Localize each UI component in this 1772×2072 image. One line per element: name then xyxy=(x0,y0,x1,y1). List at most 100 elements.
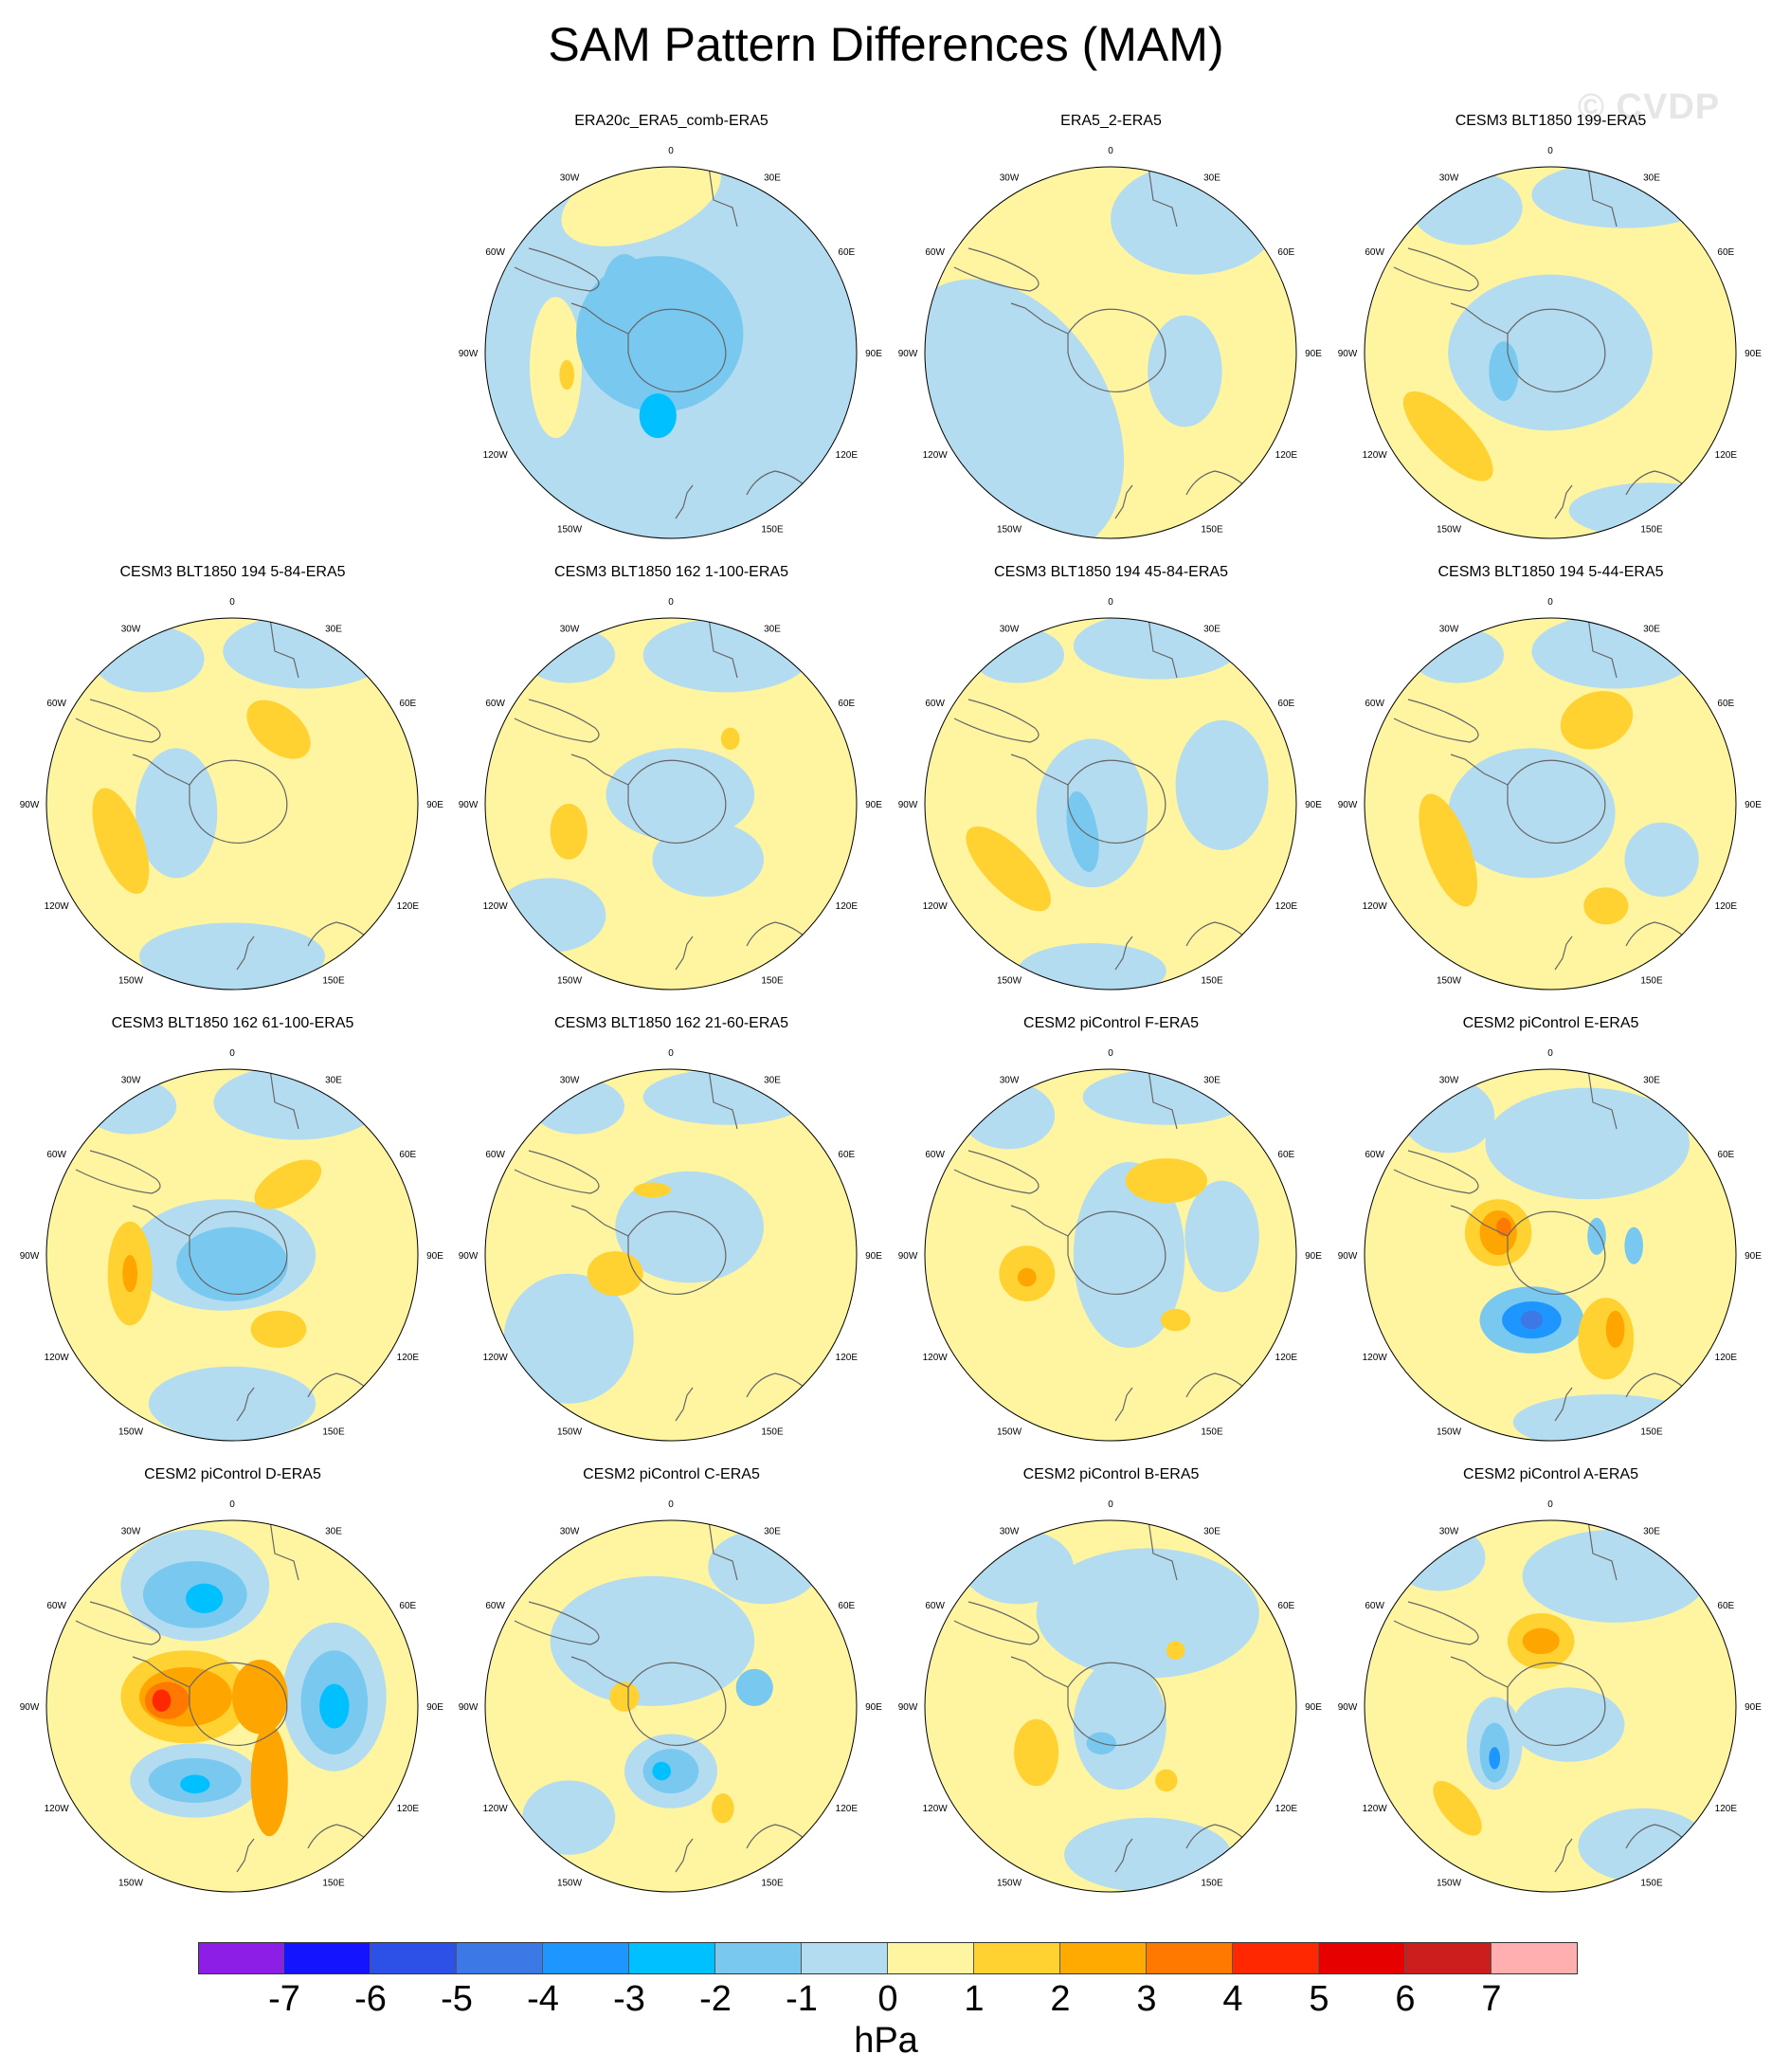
longitude-tick-label: 30E xyxy=(325,625,342,635)
longitude-tick-label: 30W xyxy=(121,1076,141,1086)
polar-map: 030E60E90E120E150E180150W120W90W60W30W xyxy=(898,1499,1322,1893)
longitude-tick-label: 60E xyxy=(1717,1601,1734,1611)
colorbar-label: 4 xyxy=(1222,1979,1243,2019)
south-america-coastline xyxy=(75,1601,161,1645)
south-america-coastline xyxy=(953,247,1040,292)
longitude-tick-label: 90E xyxy=(1745,800,1762,810)
longitude-tick-label: 30W xyxy=(1439,1076,1459,1086)
longitude-tick-label: 30W xyxy=(1439,1527,1459,1537)
map-background xyxy=(46,618,418,990)
south-america-coastline xyxy=(514,1601,600,1645)
peninsula-coastline xyxy=(132,1205,190,1237)
longitude-tick-label: 150W xyxy=(1437,1878,1462,1888)
longitude-tick-label: 150W xyxy=(557,1878,583,1888)
anomaly-contour xyxy=(652,1761,671,1781)
map-panel: CESM3 BLT1850 194 45-84-ERA5 0 30E 60E 90E 12… xyxy=(892,563,1330,999)
longitude-tick-label: 120W xyxy=(1363,1804,1388,1814)
africa-coastline xyxy=(1148,1520,1178,1581)
longitude-tick-label: 120E xyxy=(1715,450,1738,461)
anomaly-contour xyxy=(1073,1660,1166,1790)
map-panel: CESM2 piControl F-ERA5 0 30E 60E 90E 120E 150E… xyxy=(892,1014,1330,1450)
peninsula-coastline xyxy=(570,1205,629,1237)
longitude-tick-label: 150W xyxy=(118,1878,144,1888)
map-boundary xyxy=(484,166,858,539)
anomaly-contour xyxy=(93,625,205,693)
anomaly-contour xyxy=(1512,1687,1625,1762)
anomaly-contour xyxy=(136,748,218,879)
map-panel: CESM2 piControl D-ERA5 0 30E 60E 90E 120E 150E… xyxy=(13,1465,452,1901)
panel-title: CESM2 piControl A-ERA5 xyxy=(1463,1466,1638,1482)
map-boundary xyxy=(45,1068,419,1442)
colorbar-label: 2 xyxy=(1050,1979,1071,2019)
africa-coastline xyxy=(269,1520,299,1581)
colorbar-label: 3 xyxy=(1136,1979,1157,2019)
longitude-tick-label: 150W xyxy=(557,1427,583,1437)
longitude-tick-label: 90W xyxy=(1338,1702,1358,1713)
polar-map: 030E60E90E120E150E180150W120W90W60W30W xyxy=(20,1499,443,1893)
antarctica-coastline xyxy=(627,1210,727,1296)
longitude-tick-label: 120E xyxy=(397,1804,420,1814)
longitude-tick-label: 30W xyxy=(1000,1527,1020,1537)
longitude-tick-label: 150E xyxy=(761,1427,784,1437)
anomaly-contour xyxy=(712,1793,734,1824)
peninsula-coastline xyxy=(1450,1205,1509,1237)
longitude-tick-label: 30W xyxy=(1000,173,1020,184)
longitude-tick-label: 0 xyxy=(1108,1048,1113,1059)
longitude-tick-label: 90W xyxy=(20,800,40,810)
longitude-tick-label: 30W xyxy=(1439,173,1459,184)
anomaly-contour xyxy=(1018,943,1166,990)
antarctica-coastline xyxy=(1067,308,1166,393)
africa-coastline xyxy=(708,618,738,679)
anomaly-contour xyxy=(1583,887,1629,925)
longitude-tick-label: 0 xyxy=(668,1499,674,1510)
colorbar-swatch xyxy=(629,1942,715,1974)
panel-title: CESM3 BLT1850 162 1-100-ERA5 xyxy=(554,564,788,580)
longitude-tick-label: 120W xyxy=(1363,901,1388,912)
longitude-tick-label: 0 xyxy=(1547,1499,1553,1510)
anomaly-contour xyxy=(652,822,764,897)
anomaly-contour xyxy=(1402,391,1493,482)
polar-map: 030E60E90E120E150E180150W120W90W60W30W xyxy=(898,1048,1322,1442)
polar-map: 030E60E90E120E150E180150W120W90W60W30W xyxy=(20,597,443,991)
south-america-coastline xyxy=(1393,247,1479,292)
anomaly-contour xyxy=(122,1255,138,1293)
peninsula-coastline xyxy=(570,754,629,786)
anomaly-contour xyxy=(1036,1548,1259,1679)
anomaly-contour xyxy=(1605,1310,1625,1348)
longitude-tick-label: 90E xyxy=(1745,1251,1762,1262)
anomaly-contour xyxy=(522,627,616,683)
anomaly-contour xyxy=(319,1683,350,1729)
anomaly-contour xyxy=(1560,691,1634,750)
longitude-tick-label: 0 xyxy=(1108,146,1113,156)
longitude-tick-label: 30W xyxy=(1000,1076,1020,1086)
anomaly-contour xyxy=(1155,1769,1178,1792)
anomaly-contour xyxy=(1522,1627,1560,1655)
peninsula-coastline xyxy=(1010,754,1069,786)
colorbar-swatch xyxy=(457,1942,543,1974)
colorbar-swatch xyxy=(974,1942,1060,1974)
colorbar-label: 5 xyxy=(1309,1979,1329,2019)
longitude-tick-label: 60W xyxy=(46,1150,66,1160)
anomaly-contour xyxy=(708,1529,820,1605)
africa-coastline xyxy=(1148,1069,1178,1130)
panel-title: CESM2 piControl C-ERA5 xyxy=(583,1466,760,1482)
main-title: SAM Pattern Differences (MAM) xyxy=(548,18,1224,71)
anomaly-contour xyxy=(1160,1308,1191,1332)
longitude-tick-label: 90E xyxy=(865,800,882,810)
anomaly-contour xyxy=(250,1310,307,1348)
longitude-tick-label: 90W xyxy=(898,1251,918,1262)
longitude-tick-label: 60E xyxy=(399,699,416,709)
new-zealand-coastline xyxy=(1114,936,1133,971)
anomaly-contour xyxy=(83,1078,177,1135)
africa-coastline xyxy=(1587,1069,1618,1130)
africa-coastline xyxy=(708,167,738,227)
longitude-tick-label: 120W xyxy=(483,1353,509,1363)
africa-coastline xyxy=(1148,618,1178,679)
longitude-tick-label: 120E xyxy=(836,1804,859,1814)
anomaly-contour xyxy=(522,1780,616,1855)
longitude-tick-label: 0 xyxy=(1547,1048,1553,1059)
anomaly-contour xyxy=(962,1529,1074,1605)
longitude-tick-label: 30E xyxy=(1643,1527,1660,1537)
longitude-tick-label: 90W xyxy=(898,349,918,359)
longitude-tick-label: 0 xyxy=(668,1048,674,1059)
